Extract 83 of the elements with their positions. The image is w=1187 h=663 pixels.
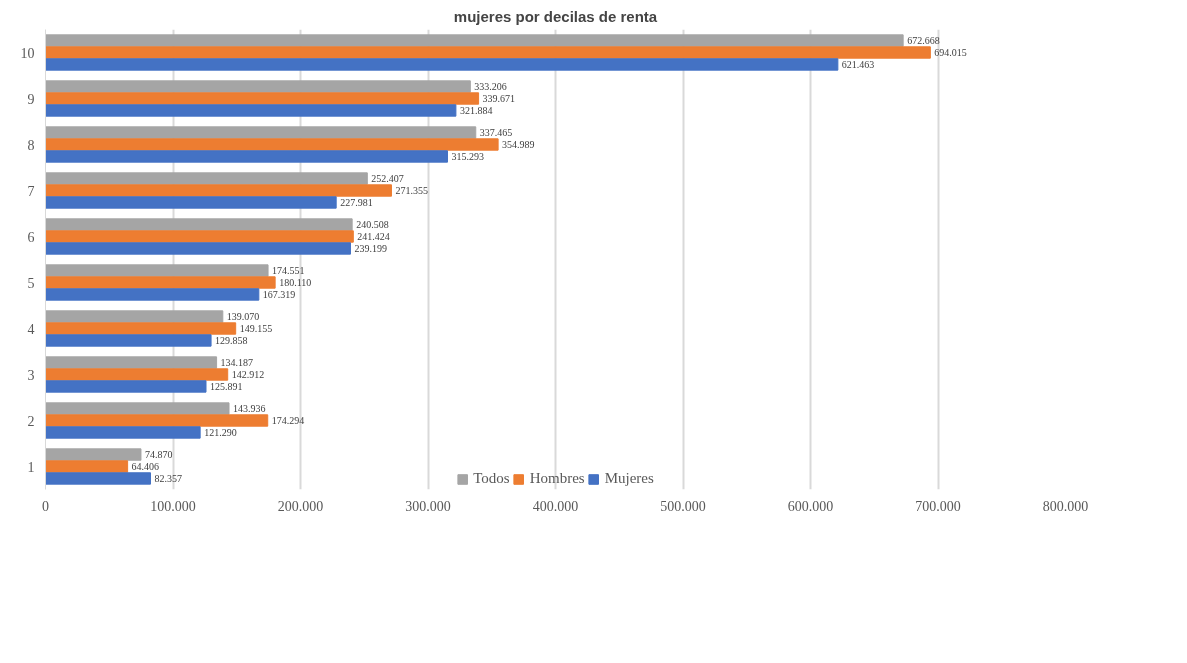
bar — [45, 380, 207, 393]
bar — [45, 184, 392, 197]
bar — [45, 448, 142, 461]
data-label: 174.294 — [271, 415, 305, 426]
bar — [45, 414, 269, 427]
bar — [45, 150, 448, 163]
data-label: 241.424 — [357, 231, 390, 242]
y-tick-label: 7 — [27, 183, 35, 199]
y-tick-label: 5 — [27, 275, 35, 291]
y-tick-label: 4 — [27, 321, 35, 337]
bar — [45, 104, 457, 117]
data-label: 321.884 — [459, 104, 493, 116]
data-label: 139.070 — [226, 311, 260, 323]
bar — [45, 460, 129, 473]
bar — [45, 288, 260, 301]
y-tick-label: 2 — [27, 413, 35, 429]
data-label: 74.870 — [144, 449, 173, 461]
y-tick-label: 3 — [27, 367, 35, 383]
data-label: 134.187 — [220, 357, 254, 369]
bar — [45, 46, 931, 59]
y-tick-label: 10 — [20, 45, 35, 61]
data-label: 333.206 — [474, 81, 507, 93]
data-label: 142.912 — [231, 369, 265, 380]
bar — [45, 34, 904, 47]
bar — [45, 126, 477, 139]
bar — [45, 276, 276, 289]
bar — [45, 92, 480, 105]
bar — [45, 58, 839, 71]
bar — [45, 368, 229, 381]
data-label: 149.155 — [239, 323, 273, 334]
y-tick-label: 8 — [27, 137, 35, 153]
data-label: 174.551 — [272, 265, 305, 277]
bar — [45, 264, 269, 277]
data-label: 672.668 — [907, 35, 940, 47]
data-label: 339.671 — [482, 93, 516, 104]
data-label: 82.357 — [154, 472, 183, 484]
legend-label: Todos — [473, 470, 510, 487]
data-label: 252.407 — [371, 173, 404, 185]
bar — [45, 196, 337, 209]
bar — [45, 80, 471, 93]
data-label: 143.936 — [233, 403, 266, 415]
bar — [45, 218, 353, 231]
data-label: 167.319 — [262, 288, 296, 300]
bar — [45, 334, 212, 347]
x-tick-label: 300.000 — [405, 498, 451, 514]
bar — [45, 242, 351, 255]
bar — [45, 138, 499, 151]
x-tick-label: 600.000 — [787, 498, 834, 514]
x-tick-label: 700.000 — [915, 498, 961, 514]
x-tick-label: 100.000 — [150, 498, 196, 514]
bar — [45, 402, 230, 415]
data-label: 125.891 — [210, 380, 243, 392]
y-tick-label: 1 — [27, 459, 35, 475]
bar — [45, 230, 354, 243]
data-label: 129.858 — [215, 334, 248, 346]
data-label: 64.406 — [131, 461, 160, 472]
legend-label: Mujeres — [604, 470, 654, 487]
data-label: 271.355 — [395, 185, 428, 196]
bar — [45, 322, 237, 335]
bar — [45, 356, 218, 369]
x-tick-label: 800.000 — [1042, 498, 1089, 514]
data-label: 621.463 — [841, 58, 875, 70]
data-label: 240.508 — [356, 219, 389, 231]
data-label: 694.015 — [934, 47, 967, 58]
bar — [45, 310, 224, 323]
x-tick-label: 200.000 — [277, 498, 324, 514]
x-tick-label: 0 — [42, 498, 49, 514]
bar — [45, 426, 201, 439]
y-tick-label: 6 — [27, 229, 35, 245]
data-label: 227.981 — [340, 196, 373, 208]
data-label: 121.290 — [204, 426, 237, 438]
data-label: 239.199 — [354, 242, 387, 254]
chart-title: mujeres por decilas de renta — [453, 7, 658, 25]
x-tick-label: 500.000 — [660, 498, 706, 514]
y-tick-label: 9 — [27, 91, 35, 107]
legend-label: Hombres — [529, 470, 585, 487]
x-tick-label: 400.000 — [532, 498, 579, 514]
data-label: 180.110 — [279, 277, 312, 288]
bar — [45, 472, 152, 485]
data-label: 354.989 — [502, 139, 535, 150]
data-label: 337.465 — [479, 127, 513, 139]
data-label: 315.293 — [451, 150, 484, 162]
bar — [45, 172, 368, 185]
